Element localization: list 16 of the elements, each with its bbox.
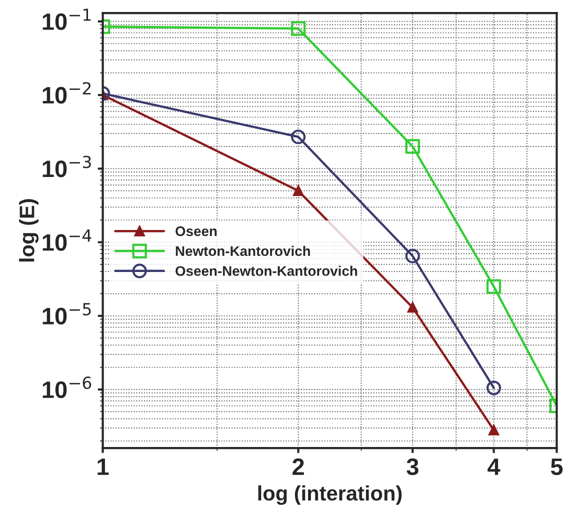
x-tick-label: 4 — [488, 458, 500, 475]
x-axis-title: log (interation) — [258, 485, 402, 505]
y-axis-title: log (E) — [19, 199, 39, 262]
x-tick-label: 2 — [292, 458, 304, 475]
x-tick-label: 3 — [406, 458, 418, 476]
legend-label: Oseen — [176, 226, 217, 236]
y-tick-label: 10$^{−6}$ — [42, 376, 92, 398]
y-tick-label: 10$^{−5}$ — [42, 303, 91, 324]
x-tick-label: 5 — [550, 458, 563, 476]
y-tick-label: 10$^{−2}$ — [42, 82, 91, 104]
y-tick-label: 10$^{−1}$ — [42, 8, 91, 30]
y-tick-label: 10$^{−4}$ — [42, 230, 92, 251]
legend-label: Newton-Kantorovich — [176, 246, 310, 256]
legend-label: Oseen-Newton-Kantorovich — [176, 266, 358, 276]
y-tick-label: 10$^{−3}$ — [42, 156, 91, 178]
x-tick-label: 1 — [98, 458, 109, 475]
